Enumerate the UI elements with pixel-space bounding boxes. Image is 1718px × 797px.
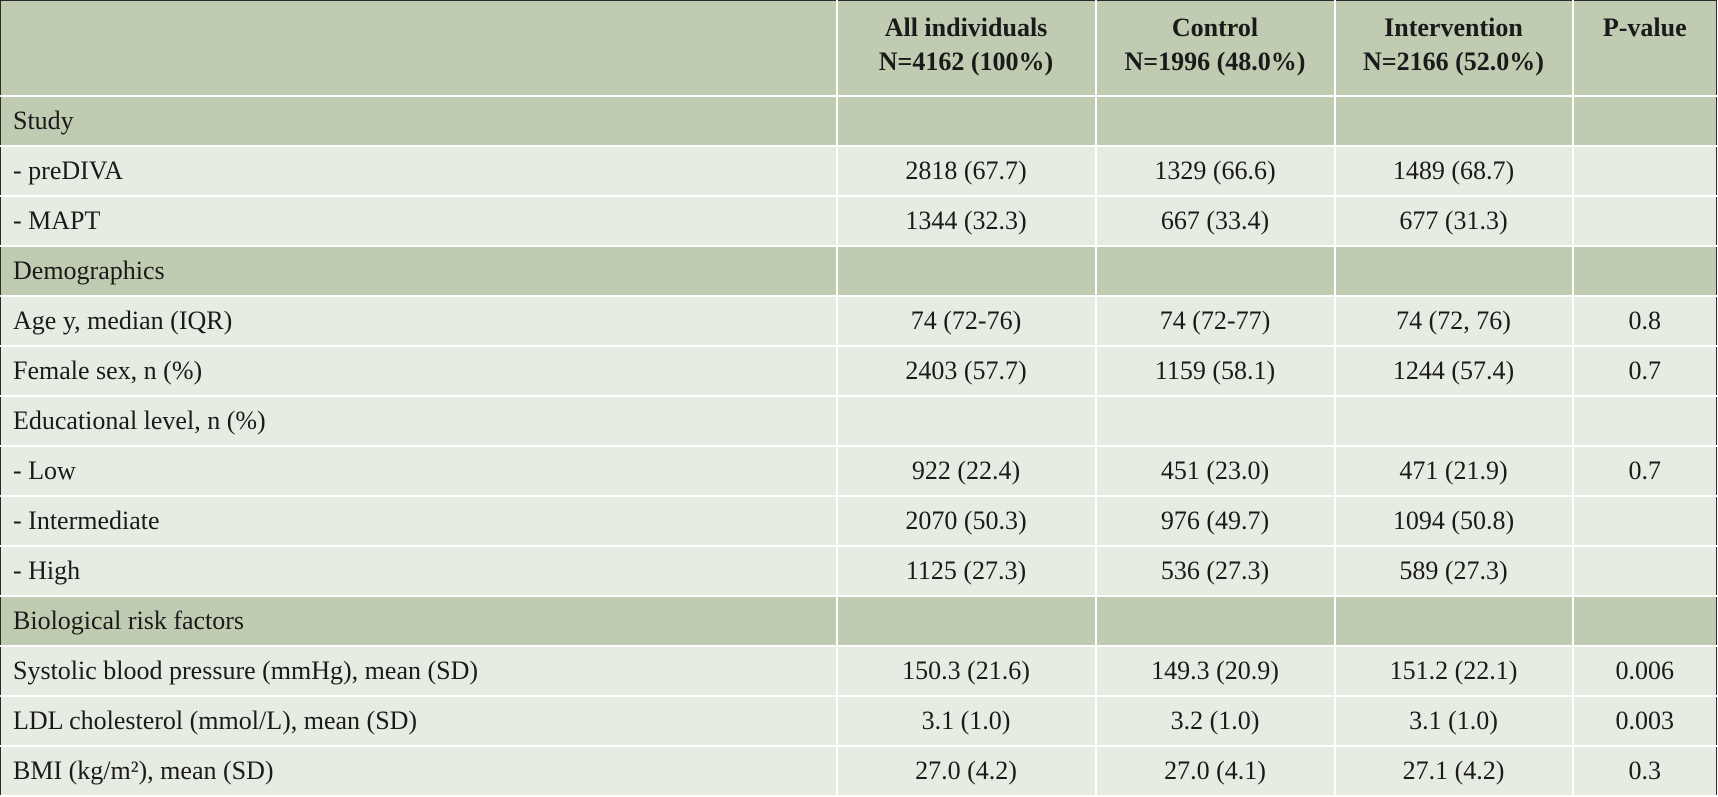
cell-intervention: 1244 (57.4)	[1333, 346, 1573, 397]
cell-intervention: 151.2 (22.1)	[1333, 646, 1573, 697]
table-row: Female sex, n (%) 2403 (57.7) 1159 (58.1) 1…	[0, 346, 1717, 397]
cell-all-individuals: 74 (72-76)	[835, 296, 1096, 347]
cell-p-value	[1571, 146, 1717, 197]
header-all-individuals-n: N=4162 (100%)	[878, 47, 1054, 76]
cell-control	[1094, 396, 1335, 447]
cell-control: 976 (49.7)	[1094, 496, 1335, 547]
row-label: Female sex, n (%)	[0, 346, 837, 397]
header-control-n: N=1996 (48.0%)	[1124, 47, 1306, 76]
table-header: All individuals N=4162 (100%) Control N=…	[0, 0, 1717, 97]
cell-all-individuals: 2403 (57.7)	[835, 346, 1096, 397]
cell-all-individuals	[835, 246, 1096, 297]
cell-control: 3.2 (1.0)	[1094, 696, 1335, 747]
section-label: Demographics	[0, 246, 837, 297]
cell-p-value: 0.006	[1571, 646, 1717, 697]
header-all-individuals: All individuals N=4162 (100%)	[835, 0, 1096, 97]
section-header-row: Study	[0, 96, 1717, 147]
cell-intervention: 74 (72, 76)	[1333, 296, 1573, 347]
table-row: Systolic blood pressure (mmHg), mean (SD…	[0, 646, 1717, 697]
cell-intervention: 1489 (68.7)	[1333, 146, 1573, 197]
table-row: Age y, median (IQR) 74 (72-76) 74 (72-77) 7…	[0, 296, 1717, 347]
cell-p-value	[1571, 196, 1717, 247]
row-label: - Low	[0, 446, 837, 497]
cell-p-value: 0.8	[1571, 296, 1717, 347]
cell-p-value: 0.3	[1571, 746, 1717, 797]
table-row: - Intermediate 2070 (50.3) 976 (49.7) 1094 …	[0, 496, 1717, 547]
table-body: Study - preDIVA 2818 (67.7) 1329 (66.6) 1489…	[0, 96, 1717, 797]
header-control: Control N=1996 (48.0%)	[1094, 0, 1335, 97]
cell-p-value	[1571, 596, 1717, 647]
cell-intervention	[1333, 596, 1573, 647]
header-label-cell	[0, 0, 837, 97]
cell-p-value	[1571, 546, 1717, 597]
cell-control	[1094, 246, 1335, 297]
header-control-title: Control	[1171, 13, 1259, 42]
cell-all-individuals	[835, 596, 1096, 647]
cell-p-value	[1571, 246, 1717, 297]
table-row: - MAPT 1344 (32.3) 667 (33.4) 677 (31.3)	[0, 196, 1717, 247]
cell-intervention: 1094 (50.8)	[1333, 496, 1573, 547]
cell-p-value: 0.7	[1571, 446, 1717, 497]
cell-all-individuals: 27.0 (4.2)	[835, 746, 1096, 797]
row-label: Age y, median (IQR)	[0, 296, 837, 347]
cell-p-value	[1571, 496, 1717, 547]
table-row: - preDIVA 2818 (67.7) 1329 (66.6) 1489 (68.…	[0, 146, 1717, 197]
cell-control	[1094, 96, 1335, 147]
section-label: Biological risk factors	[0, 596, 837, 647]
cell-all-individuals: 3.1 (1.0)	[835, 696, 1096, 747]
cell-control	[1094, 596, 1335, 647]
table-row: - High 1125 (27.3) 536 (27.3) 589 (27.3)	[0, 546, 1717, 597]
header-p-value-title: P-value	[1602, 13, 1687, 42]
cell-p-value	[1571, 396, 1717, 447]
section-header-row: Demographics	[0, 246, 1717, 297]
cell-p-value: 0.003	[1571, 696, 1717, 747]
cell-intervention: 3.1 (1.0)	[1333, 696, 1573, 747]
table-row: LDL cholesterol (mmol/L), mean (SD) 3.1 (…	[0, 696, 1717, 747]
cell-all-individuals: 1344 (32.3)	[835, 196, 1096, 247]
cell-intervention: 471 (21.9)	[1333, 446, 1573, 497]
row-label: - Intermediate	[0, 496, 837, 547]
cell-p-value	[1571, 96, 1717, 147]
header-intervention-title: Intervention	[1384, 13, 1523, 42]
cell-intervention	[1333, 396, 1573, 447]
row-label: - preDIVA	[0, 146, 837, 197]
cell-control: 74 (72-77)	[1094, 296, 1335, 347]
table-row: Educational level, n (%)	[0, 396, 1717, 447]
cell-intervention	[1333, 96, 1573, 147]
row-label: LDL cholesterol (mmol/L), mean (SD)	[0, 696, 837, 747]
cell-all-individuals	[835, 96, 1096, 147]
cell-all-individuals: 922 (22.4)	[835, 446, 1096, 497]
row-label: BMI (kg/m²), mean (SD)	[0, 746, 837, 797]
header-p-value: P-value	[1571, 0, 1717, 97]
cell-intervention: 677 (31.3)	[1333, 196, 1573, 247]
row-label: Educational level, n (%)	[0, 396, 837, 447]
cell-intervention: 589 (27.3)	[1333, 546, 1573, 597]
cell-all-individuals: 150.3 (21.6)	[835, 646, 1096, 697]
row-label: Systolic blood pressure (mmHg), mean (SD…	[0, 646, 837, 697]
table-row: - Low 922 (22.4) 451 (23.0) 471 (21.9) 0.7	[0, 446, 1717, 497]
header-intervention-n: N=2166 (52.0%)	[1363, 47, 1544, 76]
header-intervention: Intervention N=2166 (52.0%)	[1333, 0, 1573, 97]
section-header-row: Biological risk factors	[0, 596, 1717, 647]
cell-all-individuals: 2070 (50.3)	[835, 496, 1096, 547]
cell-control: 149.3 (20.9)	[1094, 646, 1335, 697]
cell-all-individuals	[835, 396, 1096, 447]
table-row: BMI (kg/m²), mean (SD) 27.0 (4.2) 27.0 (4.…	[0, 746, 1717, 797]
header-all-individuals-title: All individuals	[884, 13, 1048, 42]
cell-control: 451 (23.0)	[1094, 446, 1335, 497]
cell-p-value: 0.7	[1571, 346, 1717, 397]
cell-intervention	[1333, 246, 1573, 297]
row-label: - MAPT	[0, 196, 837, 247]
cell-control: 1329 (66.6)	[1094, 146, 1335, 197]
cell-all-individuals: 2818 (67.7)	[835, 146, 1096, 197]
cell-control: 536 (27.3)	[1094, 546, 1335, 597]
cell-control: 1159 (58.1)	[1094, 346, 1335, 397]
row-label: - High	[0, 546, 837, 597]
cell-control: 27.0 (4.1)	[1094, 746, 1335, 797]
cell-control: 667 (33.4)	[1094, 196, 1335, 247]
section-label: Study	[0, 96, 837, 147]
cell-all-individuals: 1125 (27.3)	[835, 546, 1096, 597]
cell-intervention: 27.1 (4.2)	[1333, 746, 1573, 797]
